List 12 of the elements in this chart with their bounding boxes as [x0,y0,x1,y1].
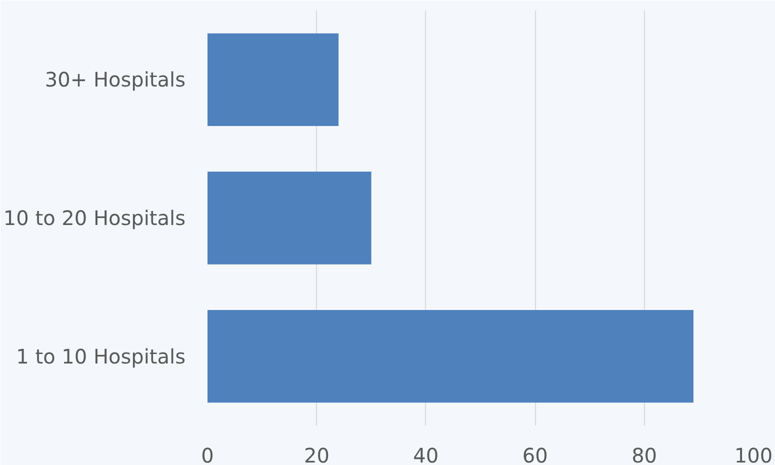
bar [208,33,339,126]
x-tick-label: 60 [522,444,548,465]
y-tick-label: 10 to 20 Hospitals [3,206,186,230]
bar [208,310,694,403]
x-tick-label: 100 [734,444,773,465]
x-tick-label: 20 [304,444,330,465]
y-tick-label: 1 to 10 Hospitals [16,344,186,368]
bar [208,172,372,264]
y-tick-label: 30+ Hospitals [44,68,186,92]
x-tick-label: 80 [632,444,658,465]
x-tick-label: 0 [201,444,214,465]
x-tick-label: 40 [413,444,439,465]
